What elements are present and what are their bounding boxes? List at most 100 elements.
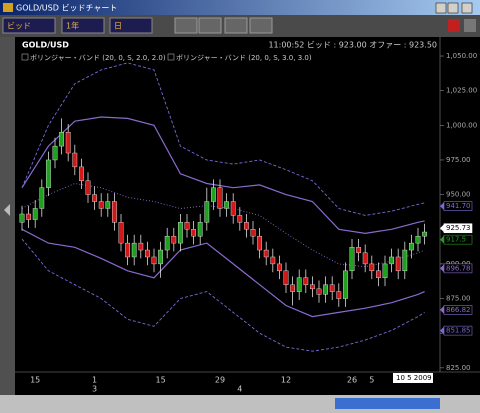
date-box-frame: [393, 373, 433, 383]
candle-body: [329, 284, 335, 292]
window-title: GOLD/USD ビッドチャート: [16, 4, 117, 13]
x-tick-label: 15: [30, 376, 40, 385]
candle-body: [230, 201, 236, 216]
scroll-thumb[interactable]: [335, 398, 440, 409]
minimize-button[interactable]: [435, 2, 447, 14]
price-marker-label: 896.78: [446, 264, 471, 272]
side-panel: [0, 37, 15, 395]
candle-body: [158, 249, 163, 265]
candle-body: [92, 194, 98, 202]
candle-body: [263, 249, 269, 258]
candle-body: [257, 235, 262, 251]
candle-body: [343, 270, 348, 299]
price-marker-box: [443, 201, 473, 211]
x-tick-label: 5: [369, 376, 374, 385]
candle-body: [277, 263, 282, 272]
candle-body: [283, 270, 289, 285]
candle-body: [72, 152, 78, 168]
tool-button[interactable]: [198, 17, 222, 34]
price-marker-pointer: [440, 235, 444, 244]
candle-body: [184, 222, 190, 230]
candle-body: [131, 242, 137, 258]
candle-body: [389, 256, 394, 265]
band-line: [21, 62, 425, 216]
month-label: 3: [92, 385, 97, 394]
candle-body: [243, 222, 249, 230]
candle-body: [402, 249, 408, 272]
maximize-button[interactable]: [447, 2, 459, 14]
candle-body: [362, 252, 368, 265]
candle-body: [59, 132, 65, 147]
candle-body: [111, 201, 117, 223]
candle-body: [32, 208, 38, 220]
price-marker-label: 925.73: [446, 224, 471, 232]
candle-body: [422, 231, 427, 237]
alert-icon[interactable]: [448, 19, 460, 32]
candle-body: [138, 242, 144, 251]
price-marker-pointer: [440, 264, 444, 273]
tool-button[interactable]: [249, 17, 273, 34]
candle-body: [85, 180, 91, 195]
candle-body: [19, 213, 25, 223]
plot-background: [15, 37, 480, 395]
legend-icon: [167, 53, 175, 61]
price-type: ビッド: [7, 22, 31, 31]
candle-body: [191, 229, 196, 237]
price-marker-label: 866.82: [446, 306, 471, 314]
candle-body: [336, 291, 342, 299]
price-marker-box: [443, 325, 473, 336]
candle-body: [204, 201, 210, 223]
candle-body: [171, 235, 177, 244]
candle-body: [310, 284, 315, 290]
candle-body: [349, 247, 355, 272]
x-tick-label: 26: [347, 376, 357, 385]
candle-body: [46, 159, 51, 188]
legend-label: ボリンジャー・バンド (20, 0, S, 2.0, 2.0): [30, 54, 166, 62]
y-tick-label: 825.00: [446, 364, 471, 372]
candle-body: [164, 235, 170, 251]
candle-body: [237, 215, 243, 223]
x-tick-label: 15: [156, 376, 166, 385]
price-marker-box: [443, 223, 473, 234]
price-marker-box: [443, 305, 473, 315]
candle-body: [52, 145, 58, 161]
y-tick-label: 950.00: [446, 191, 471, 199]
tool-button[interactable]: [224, 17, 248, 34]
quote: 11:00:52 ビッド : 923.00 オファー : 923.50: [268, 41, 437, 50]
candle-body: [197, 222, 203, 237]
candle-body: [217, 187, 223, 209]
period-dropdown[interactable]: [61, 17, 105, 34]
price-type-dropdown[interactable]: [2, 17, 56, 34]
period: 1年: [66, 21, 79, 31]
interval-dropdown[interactable]: [109, 17, 153, 34]
candle-body: [290, 284, 295, 292]
candle-body: [382, 263, 388, 278]
candle-body: [26, 213, 31, 220]
candle-body: [296, 277, 302, 292]
price-marker-pointer: [440, 326, 444, 335]
tool-button[interactable]: [174, 17, 198, 34]
legend-icon: [21, 53, 29, 61]
settings-icon[interactable]: [464, 19, 476, 32]
y-tick-label: 1,000.00: [446, 121, 477, 129]
candle-body: [105, 201, 111, 209]
candle-body: [65, 132, 71, 154]
month-label: 4: [237, 385, 242, 394]
candle-body: [78, 166, 84, 181]
candle-body: [224, 201, 229, 209]
candle-body: [415, 235, 421, 244]
close-button[interactable]: [461, 2, 473, 14]
price-marker-box: [443, 263, 473, 274]
candle-body: [177, 222, 183, 244]
price-marker-pointer: [440, 224, 444, 233]
candle-body: [250, 229, 256, 237]
x-tick-label: 29: [215, 376, 225, 385]
x-tick-label: 1: [92, 376, 97, 385]
y-tick-label: 975.00: [446, 156, 471, 164]
candle-body: [376, 270, 381, 278]
candle-body: [303, 277, 309, 285]
panel-toggle[interactable]: [4, 204, 10, 216]
candle-body: [39, 187, 45, 209]
